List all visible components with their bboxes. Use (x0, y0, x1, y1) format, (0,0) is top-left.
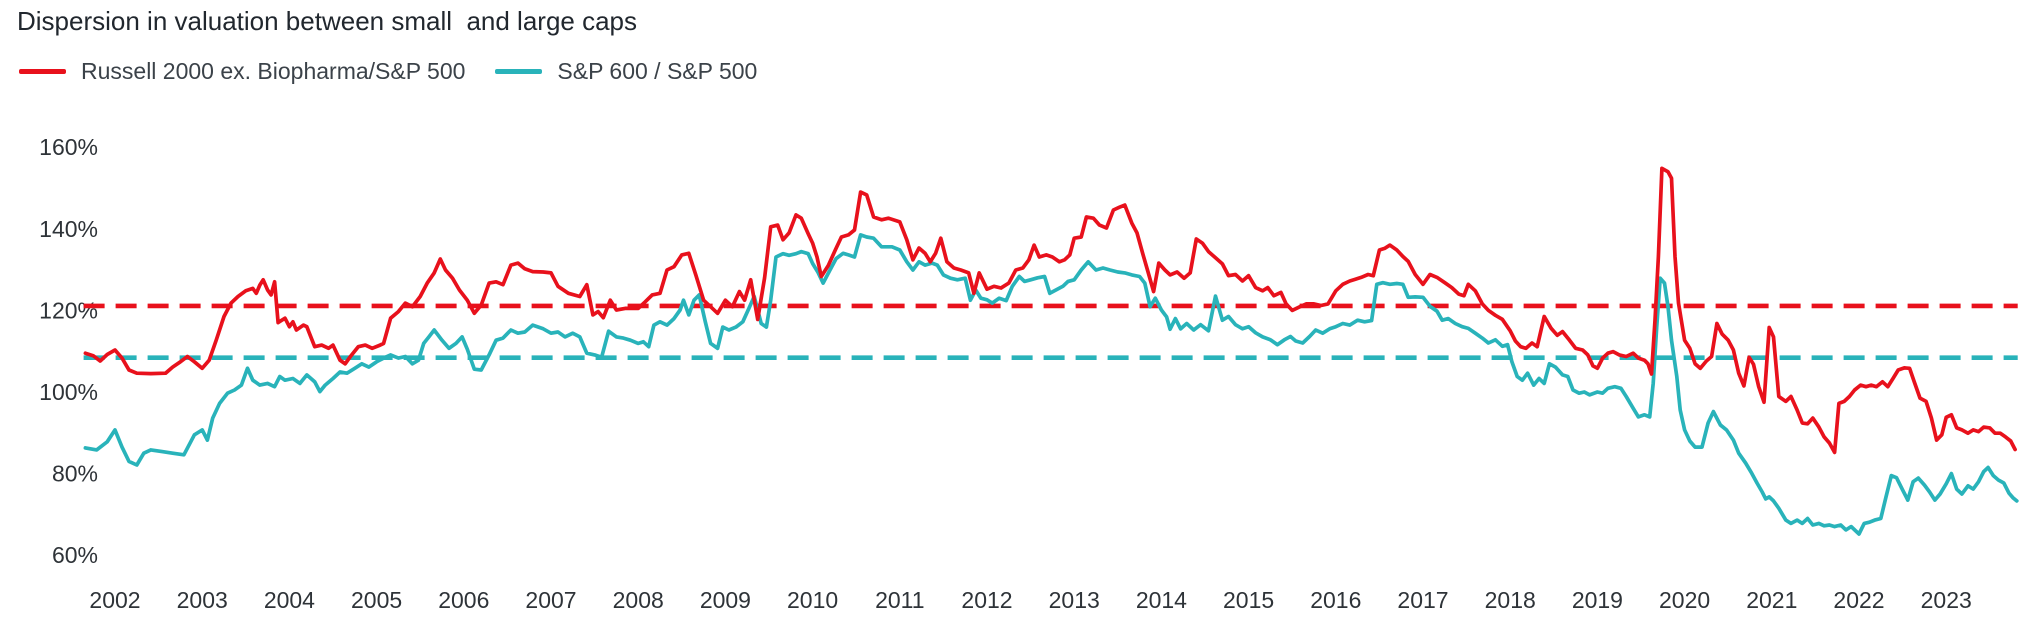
x-axis-tick-2013: 2013 (1049, 587, 1100, 613)
legend-item-russell: Russell 2000 ex. Biopharma/S&P 500 (19, 58, 465, 85)
x-axis-tick-2023: 2023 (1921, 587, 1972, 613)
x-axis-tick-2014: 2014 (1136, 587, 1187, 613)
legend: Russell 2000 ex. Biopharma/S&P 500 S&P 6… (19, 58, 787, 85)
legend-item-sp600: S&P 600 / S&P 500 (495, 58, 757, 85)
x-axis-tick-2016: 2016 (1310, 587, 1361, 613)
x-axis-tick-2002: 2002 (89, 587, 140, 613)
y-axis-tick-120: 120% (39, 297, 98, 323)
x-axis-tick-2021: 2021 (1746, 587, 1797, 613)
series-line-sp600 (83, 233, 2019, 536)
x-axis-tick-2019: 2019 (1572, 587, 1623, 613)
y-axis-tick-140: 140% (39, 216, 98, 242)
chart-title: Dispersion in valuation between small an… (17, 6, 638, 36)
y-axis-tick-100: 100% (39, 379, 98, 405)
x-axis-tick-2006: 2006 (438, 587, 489, 613)
x-axis-tick-2022: 2022 (1833, 587, 1884, 613)
x-axis-tick-2007: 2007 (525, 587, 576, 613)
x-axis-tick-2004: 2004 (264, 587, 315, 613)
y-axis-tick-60: 60% (52, 542, 98, 568)
y-axis-tick-160: 160% (39, 134, 98, 160)
legend-label-russell: Russell 2000 ex. Biopharma/S&P 500 (81, 58, 466, 84)
russell-line-swatch (19, 69, 66, 74)
y-axis-tick-80: 80% (52, 461, 98, 487)
x-axis-tick-2020: 2020 (1659, 587, 1710, 613)
x-axis-tick-2003: 2003 (177, 587, 228, 613)
series-line-russell-2000-ex-biopharma (83, 166, 2017, 455)
x-axis-tick-2012: 2012 (961, 587, 1012, 613)
x-axis-tick-2011: 2011 (875, 587, 924, 613)
x-axis-tick-2009: 2009 (700, 587, 751, 613)
x-axis-tick-2010: 2010 (787, 587, 838, 613)
x-axis-tick-2017: 2017 (1397, 587, 1448, 613)
x-axis-tick-2018: 2018 (1485, 587, 1536, 613)
x-axis-tick-2008: 2008 (613, 587, 664, 613)
legend-label-sp600: S&P 600 / S&P 500 (557, 58, 758, 84)
sp600-line-swatch (495, 69, 543, 74)
x-axis-tick-2015: 2015 (1223, 587, 1274, 613)
x-axis-tick-2005: 2005 (351, 587, 402, 613)
